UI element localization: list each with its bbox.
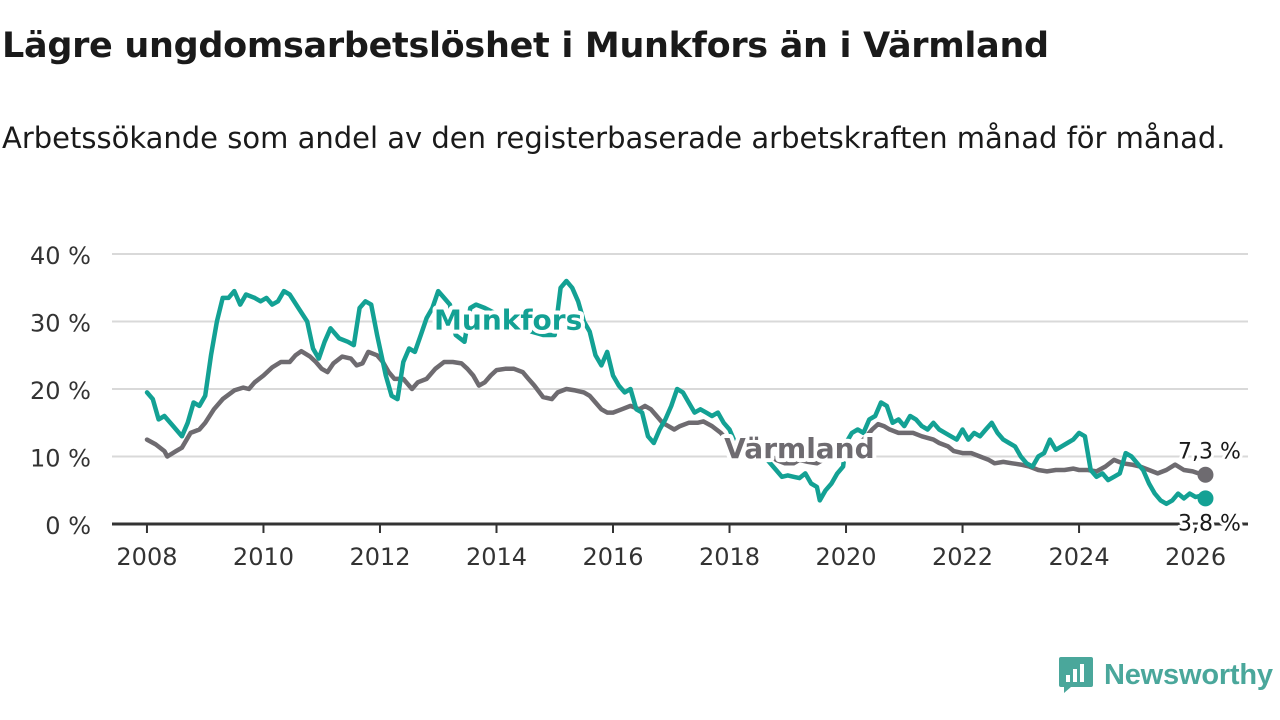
newsworthy-brand: Newsworthy xyxy=(1058,654,1273,696)
y-axis-tick-labels: 0 % 10 % 20 % 30 % 40 % xyxy=(30,242,91,540)
y-tick-label: 10 % xyxy=(30,445,91,473)
end-value-label-munkfors: 3,8 % xyxy=(1178,511,1241,536)
x-tick-label: 2008 xyxy=(116,543,177,571)
end-point-v-rmland xyxy=(1197,466,1214,483)
series-labels: Munkfors Värmland 7,3 % 3,8 % xyxy=(430,300,1244,540)
x-tick-label: 2014 xyxy=(466,543,527,571)
end-value-label-v-rmland: 7,3 % xyxy=(1178,440,1241,465)
end-point-munkfors xyxy=(1197,490,1214,507)
y-tick-label: 0 % xyxy=(45,512,91,540)
x-tick-label: 2016 xyxy=(582,543,643,571)
series-line-v-rmland xyxy=(144,348,1208,477)
chart-subtitle: Arbetssökande som andel av den registerb… xyxy=(2,121,1226,155)
x-tick-label: 2022 xyxy=(932,543,993,571)
x-axis: 2008 2010 2012 2014 2016 2018 2020 2022 2024 2026 xyxy=(112,522,1248,571)
x-tick-label: 2018 xyxy=(699,543,760,571)
series-label-v-rmland: Värmland xyxy=(724,432,875,465)
series-lines xyxy=(144,278,1214,507)
x-tick-label: 2010 xyxy=(233,543,294,571)
y-tick-label: 40 % xyxy=(30,242,91,270)
y-tick-label: 30 % xyxy=(30,310,91,338)
chart-title: Lägre ungdomsarbetslöshet i Munkfors än … xyxy=(2,26,1049,66)
series-label-munkfors: Munkfors xyxy=(434,304,582,337)
x-tick-label: 2020 xyxy=(815,543,876,571)
x-tick-label: 2026 xyxy=(1165,543,1226,571)
gridlines xyxy=(112,253,1248,458)
series-line-munkfors xyxy=(144,278,1208,507)
newsworthy-logo-icon xyxy=(1059,657,1093,693)
y-tick-label: 20 % xyxy=(30,377,91,405)
x-tick-label: 2024 xyxy=(1049,543,1110,571)
x-tick-label: 2012 xyxy=(349,543,410,571)
brand-name: Newsworthy xyxy=(1104,658,1273,691)
